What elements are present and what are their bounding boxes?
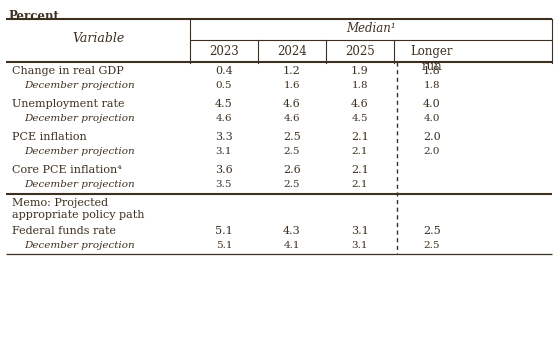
Text: Median¹: Median¹ — [346, 22, 396, 35]
Text: 3.6: 3.6 — [215, 165, 233, 175]
Text: 2.5: 2.5 — [424, 241, 440, 250]
Text: 1.9: 1.9 — [351, 66, 369, 76]
Text: 2025: 2025 — [345, 45, 375, 58]
Text: Change in real GDP: Change in real GDP — [12, 66, 124, 76]
Text: 2023: 2023 — [209, 45, 239, 58]
Text: 2.0: 2.0 — [424, 147, 440, 156]
Text: 4.3: 4.3 — [283, 226, 301, 236]
Text: 2.5: 2.5 — [423, 226, 441, 236]
Text: 1.8: 1.8 — [424, 81, 440, 90]
Text: Variable: Variable — [72, 32, 124, 45]
Text: 4.6: 4.6 — [284, 114, 300, 123]
Text: Federal funds rate: Federal funds rate — [12, 226, 116, 236]
Text: 3.1: 3.1 — [352, 241, 368, 250]
Text: 2.1: 2.1 — [352, 147, 368, 156]
Text: 4.6: 4.6 — [351, 99, 369, 109]
Text: 1.6: 1.6 — [284, 81, 300, 90]
Text: 1.8: 1.8 — [423, 66, 441, 76]
Text: December projection: December projection — [24, 114, 134, 123]
Text: December projection: December projection — [24, 241, 134, 250]
Text: 2.0: 2.0 — [423, 132, 441, 142]
Text: 3.5: 3.5 — [216, 180, 232, 189]
Text: Longer
run: Longer run — [411, 45, 453, 73]
Text: 0.4: 0.4 — [215, 66, 233, 76]
Text: December projection: December projection — [24, 180, 134, 189]
Text: December projection: December projection — [24, 81, 134, 90]
Text: 3.3: 3.3 — [215, 132, 233, 142]
Text: 2.5: 2.5 — [284, 180, 300, 189]
Text: 4.6: 4.6 — [216, 114, 232, 123]
Text: 1.2: 1.2 — [283, 66, 301, 76]
Text: Core PCE inflation⁴: Core PCE inflation⁴ — [12, 165, 122, 175]
Text: 4.1: 4.1 — [284, 241, 300, 250]
Text: Percent: Percent — [8, 10, 59, 23]
Text: 4.5: 4.5 — [215, 99, 233, 109]
Text: 2.1: 2.1 — [352, 180, 368, 189]
Text: 5.1: 5.1 — [216, 241, 232, 250]
Text: Unemployment rate: Unemployment rate — [12, 99, 124, 109]
Text: 2.6: 2.6 — [283, 165, 301, 175]
Text: 1.8: 1.8 — [352, 81, 368, 90]
Text: 0.5: 0.5 — [216, 81, 232, 90]
Text: 2.5: 2.5 — [284, 147, 300, 156]
Text: Memo: Projected
appropriate policy path: Memo: Projected appropriate policy path — [12, 198, 145, 219]
Text: 5.1: 5.1 — [215, 226, 233, 236]
Text: December projection: December projection — [24, 147, 134, 156]
Text: 4.0: 4.0 — [424, 114, 440, 123]
Text: 2024: 2024 — [277, 45, 307, 58]
Text: PCE inflation: PCE inflation — [12, 132, 86, 142]
Text: 3.1: 3.1 — [216, 147, 232, 156]
Text: 2.1: 2.1 — [351, 132, 369, 142]
Text: 4.5: 4.5 — [352, 114, 368, 123]
Text: 3.1: 3.1 — [351, 226, 369, 236]
Text: 4.6: 4.6 — [283, 99, 301, 109]
Text: 2.5: 2.5 — [283, 132, 301, 142]
Text: 4.0: 4.0 — [423, 99, 441, 109]
Text: 2.1: 2.1 — [351, 165, 369, 175]
